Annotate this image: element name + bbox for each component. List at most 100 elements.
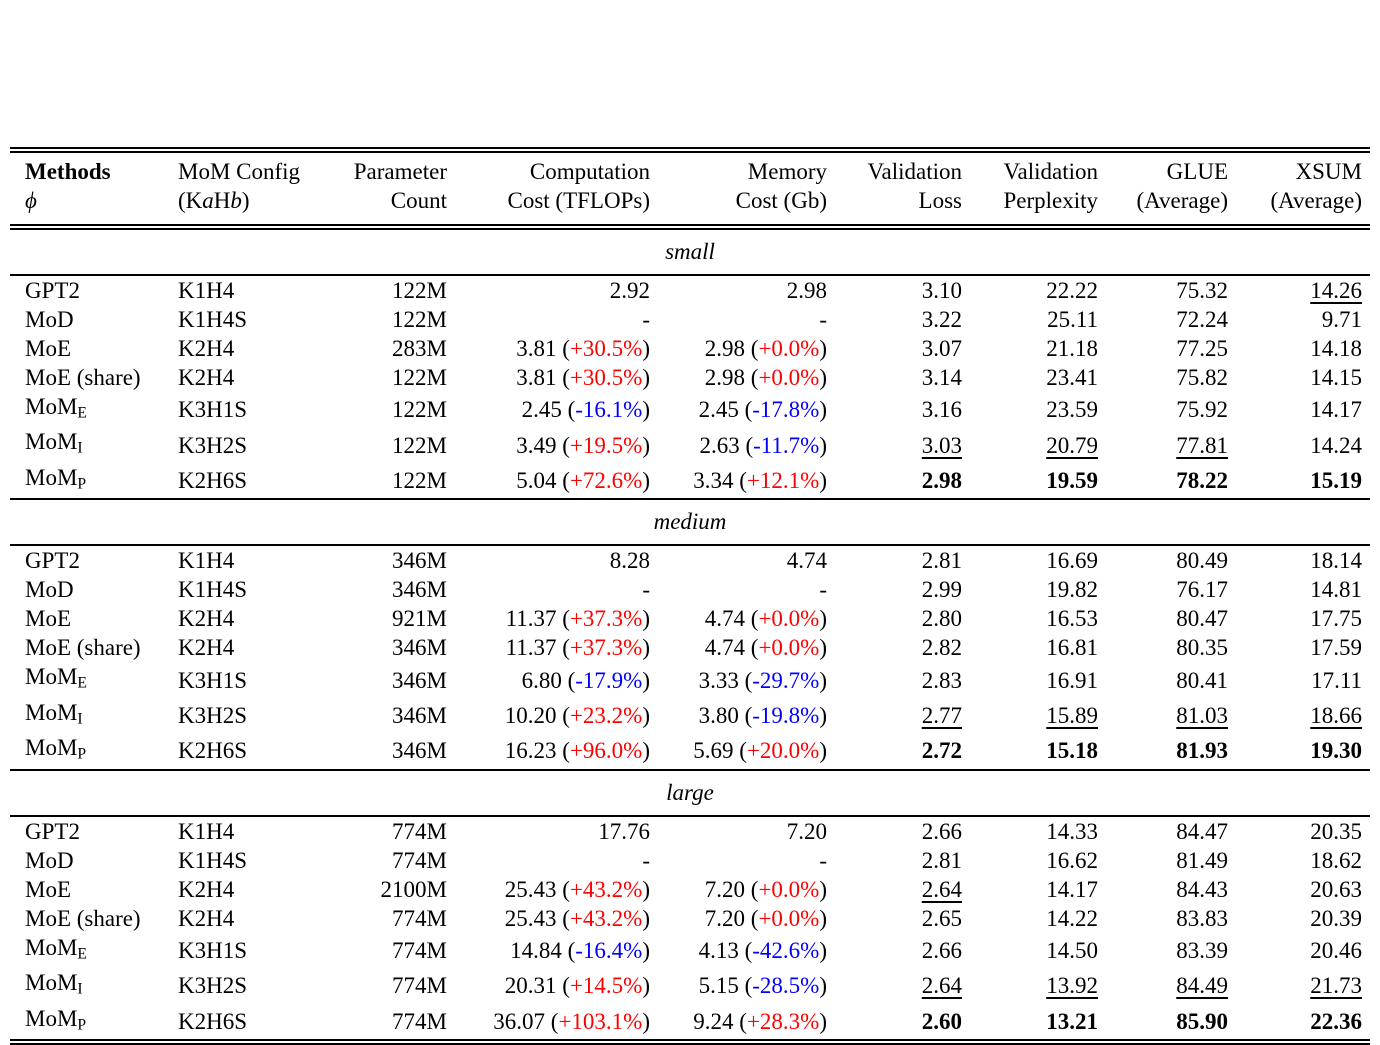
- section-label-row: large: [10, 768, 1370, 817]
- cell-validation-perplexity: 25.11: [970, 305, 1106, 334]
- cost-percent-delta: +0.0%: [758, 365, 820, 390]
- cell-glue-average-text: 83.83: [1176, 905, 1228, 931]
- cell-parameter-count-text: 774M: [392, 937, 447, 963]
- cost-percent-delta: +0.0%: [758, 876, 820, 902]
- cell-validation-loss: 3.03: [835, 427, 970, 462]
- cell-mom-config: K3H1S: [170, 662, 330, 697]
- cell-glue-average-text: 81.93: [1176, 738, 1228, 764]
- cell-parameter-count: 921M: [330, 604, 455, 633]
- table-row: MoE K2H4 2100M 25.43 (+43.2%) 7.20 (+0.0%) 2.…: [10, 875, 1370, 904]
- cell-validation-loss: 2.81: [835, 545, 970, 575]
- cost-percent-delta: +72.6%: [569, 468, 643, 494]
- cell-method-text: MoM: [25, 699, 78, 725]
- paren-open: (: [745, 905, 759, 931]
- cell-parameter-count: 346M: [330, 698, 455, 733]
- cell-validation-perplexity: 13.92: [970, 968, 1106, 1003]
- cell-method: MoMP: [10, 463, 170, 499]
- cost-percent-delta: +30.5%: [569, 336, 643, 361]
- cost-value: 9.24: [693, 1008, 734, 1034]
- cell-glue-average: 84.47: [1106, 816, 1236, 846]
- cell-xsum-average-text: 17.59: [1310, 635, 1362, 661]
- cell-xsum-average: 19.30: [1236, 733, 1370, 769]
- cell-mom-config-text: K2H6S: [178, 738, 248, 764]
- cell-validation-loss-text: 2.64: [921, 973, 962, 999]
- header-line: (KaHb): [178, 186, 322, 215]
- cell-mom-config-text: K1H4S: [178, 307, 248, 332]
- cell-mom-config: K2H4: [170, 633, 330, 662]
- cell-parameter-count: 346M: [330, 633, 455, 662]
- paren-close: ): [642, 702, 650, 728]
- cell-method-text: MoE: [25, 606, 71, 632]
- cell-parameter-count-text: 774M: [392, 973, 447, 999]
- cost-percent-delta: -19.8%: [752, 702, 820, 728]
- cell-method: MoME: [10, 662, 170, 697]
- cell-xsum-average-text: 14.17: [1310, 397, 1362, 423]
- cell-validation-perplexity: 16.91: [970, 662, 1106, 697]
- cell-memory-cost: 5.69 (+20.0%): [658, 733, 835, 769]
- header-line: Validation: [978, 157, 1098, 186]
- cost-value: 8.28: [609, 548, 650, 574]
- cell-xsum-average: 9.71: [1236, 305, 1370, 334]
- header-text: MoM Config: [178, 159, 301, 184]
- column-header-mom-config: MoM Config (KaHb): [170, 147, 330, 230]
- cost-value: 11.37: [505, 635, 557, 661]
- paren-close: ): [819, 702, 827, 728]
- cell-xsum-average-text: 18.66: [1310, 702, 1362, 728]
- cell-glue-average-text: 81.03: [1176, 702, 1228, 728]
- paren-open: (: [561, 667, 576, 693]
- cost-value: 11.37: [505, 606, 557, 632]
- paren-close: ): [819, 1008, 827, 1034]
- cell-xsum-average: 14.24: [1236, 427, 1370, 462]
- cell-memory-cost: 2.63 (-11.7%): [658, 427, 835, 462]
- paren-close: ): [642, 635, 650, 661]
- cell-mom-config-text: K2H6S: [178, 1008, 248, 1034]
- header-row: Methods ϕ MoM Config (KaHb) Parameter Count Co…: [10, 147, 1370, 230]
- cell-glue-average-text: 81.49: [1176, 847, 1228, 873]
- paren-open: (: [556, 365, 570, 390]
- cell-xsum-average-text: 15.19: [1310, 468, 1362, 494]
- cell-glue-average-text: 80.41: [1176, 667, 1228, 693]
- cell-validation-loss: 2.65: [835, 904, 970, 933]
- cost-percent-delta: +28.3%: [746, 1008, 820, 1034]
- cost-value: -: [819, 847, 827, 873]
- header-text: Computation: [529, 159, 650, 184]
- cell-computation-cost: 3.81 (+30.5%): [455, 334, 658, 363]
- cell-mom-config-text: K2H4: [178, 606, 235, 632]
- cell-validation-loss-text: 3.03: [921, 432, 962, 458]
- cell-glue-average: 84.43: [1106, 875, 1236, 904]
- paren-close: ): [642, 973, 650, 999]
- cell-computation-cost: 16.23 (+96.0%): [455, 733, 658, 769]
- cell-validation-loss: 2.83: [835, 662, 970, 697]
- paren-open: (: [738, 973, 753, 999]
- cost-value: 4.74: [786, 548, 827, 574]
- cell-glue-average-text: 84.47: [1176, 818, 1228, 844]
- header-text: Loss: [918, 188, 962, 213]
- cost-value: 5.04: [516, 468, 557, 494]
- cell-validation-perplexity-text: 19.59: [1046, 468, 1098, 494]
- cell-method-text: MoE (share): [25, 635, 141, 661]
- cell-parameter-count: 774M: [330, 933, 455, 968]
- cost-value: 3.34: [693, 468, 734, 494]
- section-large: large GPT2 K1H4 774M 17.76 7.20 2.66 14.33 84.47…: [10, 768, 1370, 1045]
- cell-glue-average-text: 75.92: [1176, 397, 1228, 423]
- header-line: Count: [338, 186, 447, 215]
- paren-close: ): [819, 468, 827, 494]
- cell-memory-cost: 2.45 (-17.8%): [658, 392, 835, 427]
- cell-method-text: MoM: [25, 429, 78, 455]
- cell-computation-cost: -: [455, 575, 658, 604]
- paren-close: ): [819, 397, 827, 423]
- table-row: MoE K2H4 283M 3.81 (+30.5%) 2.98 (+0.0%) 3.07…: [10, 334, 1370, 363]
- cell-validation-loss: 2.81: [835, 846, 970, 875]
- cell-mom-config: K1H4S: [170, 575, 330, 604]
- cell-xsum-average-text: 14.81: [1310, 577, 1362, 603]
- cell-xsum-average-text: 20.39: [1310, 905, 1362, 931]
- cell-computation-cost: 6.80 (-17.9%): [455, 662, 658, 697]
- cell-validation-loss-text: 2.83: [921, 667, 962, 693]
- cell-validation-loss: 2.64: [835, 875, 970, 904]
- paren-open: (: [561, 397, 576, 423]
- cell-xsum-average-text: 18.14: [1310, 548, 1362, 574]
- cell-xsum-average-text: 22.36: [1310, 1008, 1362, 1034]
- cell-validation-perplexity: 13.21: [970, 1003, 1106, 1045]
- table-row: MoMI K3H2S 122M 3.49 (+19.5%) 2.63 (-11.7%) 3…: [10, 427, 1370, 462]
- cell-xsum-average: 20.46: [1236, 933, 1370, 968]
